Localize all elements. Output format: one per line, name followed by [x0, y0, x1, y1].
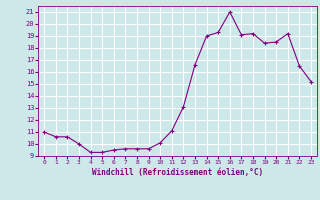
X-axis label: Windchill (Refroidissement éolien,°C): Windchill (Refroidissement éolien,°C) — [92, 168, 263, 177]
